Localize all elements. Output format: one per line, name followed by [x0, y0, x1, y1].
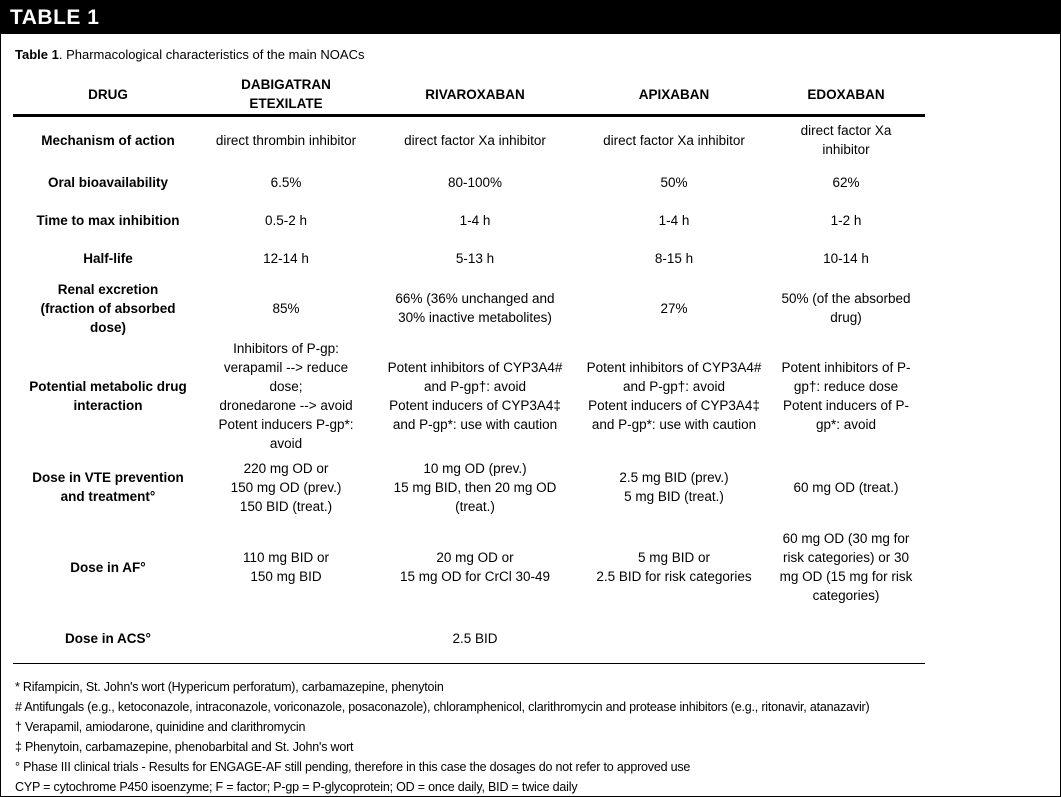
- row-label: Dose in ACS°: [65, 630, 151, 646]
- cell-rivaroxaban: 80-100%: [447, 174, 503, 190]
- footnote-asterisk: * Rifampicin, St. John's wort (Hypericum…: [15, 680, 444, 694]
- noac-table: DRUG DABIGATRAN ETEXILATE RIVAROXABAN AP…: [13, 74, 925, 664]
- table-caption: Table 1. Pharmacological characteristics…: [15, 47, 1048, 62]
- table-row-drug-interaction: Potential metabolic drug interaction Inh…: [13, 339, 925, 453]
- cell-dabigatran: 0.5-2 h: [264, 212, 308, 228]
- table-row-dose-vte: Dose in VTE prevention and treatment° 22…: [13, 453, 925, 521]
- column-header-dabigatran: DABIGATRAN ETEXILATE: [241, 77, 331, 111]
- cell-dabigatran: 110 mg BID or 150 mg BID: [242, 550, 330, 584]
- cell-edoxaban: direct factor Xa inhibitor: [800, 123, 892, 157]
- table-row-bioavailability: Oral bioavailability 6.5% 80-100% 50% 62…: [13, 163, 925, 201]
- cell-apixaban: 1-4 h: [658, 212, 690, 228]
- cell-apixaban: Potent inhibitors of CYP3A4# and P-gp†: …: [586, 360, 762, 432]
- cell-dabigatran: 12-14 h: [263, 250, 309, 266]
- table-row-dose-af: Dose in AF° 110 mg BID or 150 mg BID 20 …: [13, 521, 925, 613]
- cell-rivaroxaban: 5-13 h: [455, 250, 495, 266]
- cell-dabigatran: 85%: [272, 300, 300, 316]
- cell-edoxaban: 60 mg OD (30 mg for risk categories) or …: [779, 531, 913, 603]
- cell-edoxaban: 62%: [832, 174, 860, 190]
- footnote-degree: ° Phase III clinical trials - Results fo…: [15, 760, 691, 774]
- cell-dabigatran: 6.5%: [270, 174, 302, 190]
- cell-edoxaban: 60 mg OD (treat.): [793, 479, 899, 495]
- row-label: Renal excretion (fraction of absorbed do…: [40, 281, 176, 335]
- table-header-row: DRUG DABIGATRAN ETEXILATE RIVAROXABAN AP…: [13, 74, 925, 114]
- cell-rivaroxaban: 1-4 h: [459, 212, 491, 228]
- cell-rivaroxaban: 10 mg OD (prev.) 15 mg BID, then 20 mg O…: [393, 460, 557, 514]
- table-row-half-life: Half-life 12-14 h 5-13 h 8-15 h 10-14 h: [13, 239, 925, 277]
- cell-rivaroxaban: 20 mg OD or 15 mg OD for CrCl 30-49: [399, 550, 551, 584]
- column-header-drug: DRUG: [88, 86, 128, 102]
- row-label: Mechanism of action: [41, 132, 175, 148]
- cell-edoxaban: 1-2 h: [830, 212, 862, 228]
- content-area: Table 1. Pharmacological characteristics…: [1, 47, 1060, 796]
- caption-label: Table 1: [15, 47, 59, 62]
- table-row-renal-excretion: Renal excretion (fraction of absorbed do…: [13, 277, 925, 339]
- cell-edoxaban: Potent inhibitors of P- gp†: reduce dose…: [781, 360, 911, 432]
- row-label: Half-life: [83, 250, 133, 266]
- cell-rivaroxaban: direct factor Xa inhibitor: [404, 132, 546, 148]
- cell-edoxaban: 50% (of the absorbed drug): [781, 291, 911, 325]
- title-bar: TABLE 1: [1, 1, 1060, 34]
- column-header-rivaroxaban: RIVAROXABAN: [425, 86, 525, 102]
- row-label: Time to max inhibition: [36, 212, 180, 228]
- row-label: Oral bioavailability: [47, 174, 169, 190]
- row-label: Dose in VTE prevention and treatment°: [32, 470, 184, 504]
- column-header-apixaban: APIXABAN: [638, 86, 710, 102]
- table-row-mechanism: Mechanism of action direct thrombin inhi…: [13, 117, 925, 163]
- table-bottom-border: [13, 663, 925, 664]
- header-divider: [13, 114, 925, 117]
- cell-rivaroxaban: 2.5 BID: [452, 630, 498, 646]
- table-row-dose-acs: Dose in ACS° 2.5 BID: [13, 613, 925, 663]
- cell-apixaban: 50%: [660, 174, 688, 190]
- footnotes-section: * Rifampicin, St. John's wort (Hypericum…: [15, 677, 1048, 796]
- cell-apixaban: 5 mg BID or 2.5 BID for risk categories: [596, 550, 752, 584]
- cell-dabigatran: Inhibitors of P-gp: verapamil --> reduce…: [218, 341, 354, 451]
- cell-rivaroxaban: 66% (36% unchanged and 30% inactive meta…: [395, 291, 555, 325]
- cell-dabigatran: 220 mg OD or 150 mg OD (prev.) 150 BID (…: [230, 460, 342, 514]
- page-title: TABLE 1: [10, 5, 100, 29]
- table-row-time-to-max: Time to max inhibition 0.5-2 h 1-4 h 1-4…: [13, 201, 925, 239]
- cell-apixaban: 2.5 mg BID (prev.) 5 mg BID (treat.): [619, 470, 729, 504]
- caption-text: . Pharmacological characteristics of the…: [58, 47, 365, 62]
- row-label: Potential metabolic drug interaction: [29, 379, 187, 413]
- footnote-double-dagger: ‡ Phenytoin, carbamazepine, phenobarbita…: [15, 740, 354, 754]
- footnote-dagger: † Verapamil, amiodarone, quinidine and c…: [15, 720, 306, 734]
- cell-rivaroxaban: Potent inhibitors of CYP3A4# and P-gp†: …: [387, 360, 563, 432]
- footnote-hash: # Antifungals (e.g., ketoconazole, intra…: [15, 700, 870, 714]
- cell-apixaban: 8-15 h: [654, 250, 694, 266]
- row-label: Dose in AF°: [70, 559, 146, 575]
- footnote-abbreviations: CYP = cytochrome P450 isoenzyme; F = fac…: [15, 780, 578, 794]
- column-header-edoxaban: EDOXABAN: [807, 86, 885, 102]
- cell-edoxaban: 10-14 h: [823, 250, 869, 266]
- cell-dabigatran: direct thrombin inhibitor: [215, 132, 357, 148]
- cell-apixaban: 27%: [660, 300, 688, 316]
- cell-apixaban: direct factor Xa inhibitor: [603, 132, 745, 148]
